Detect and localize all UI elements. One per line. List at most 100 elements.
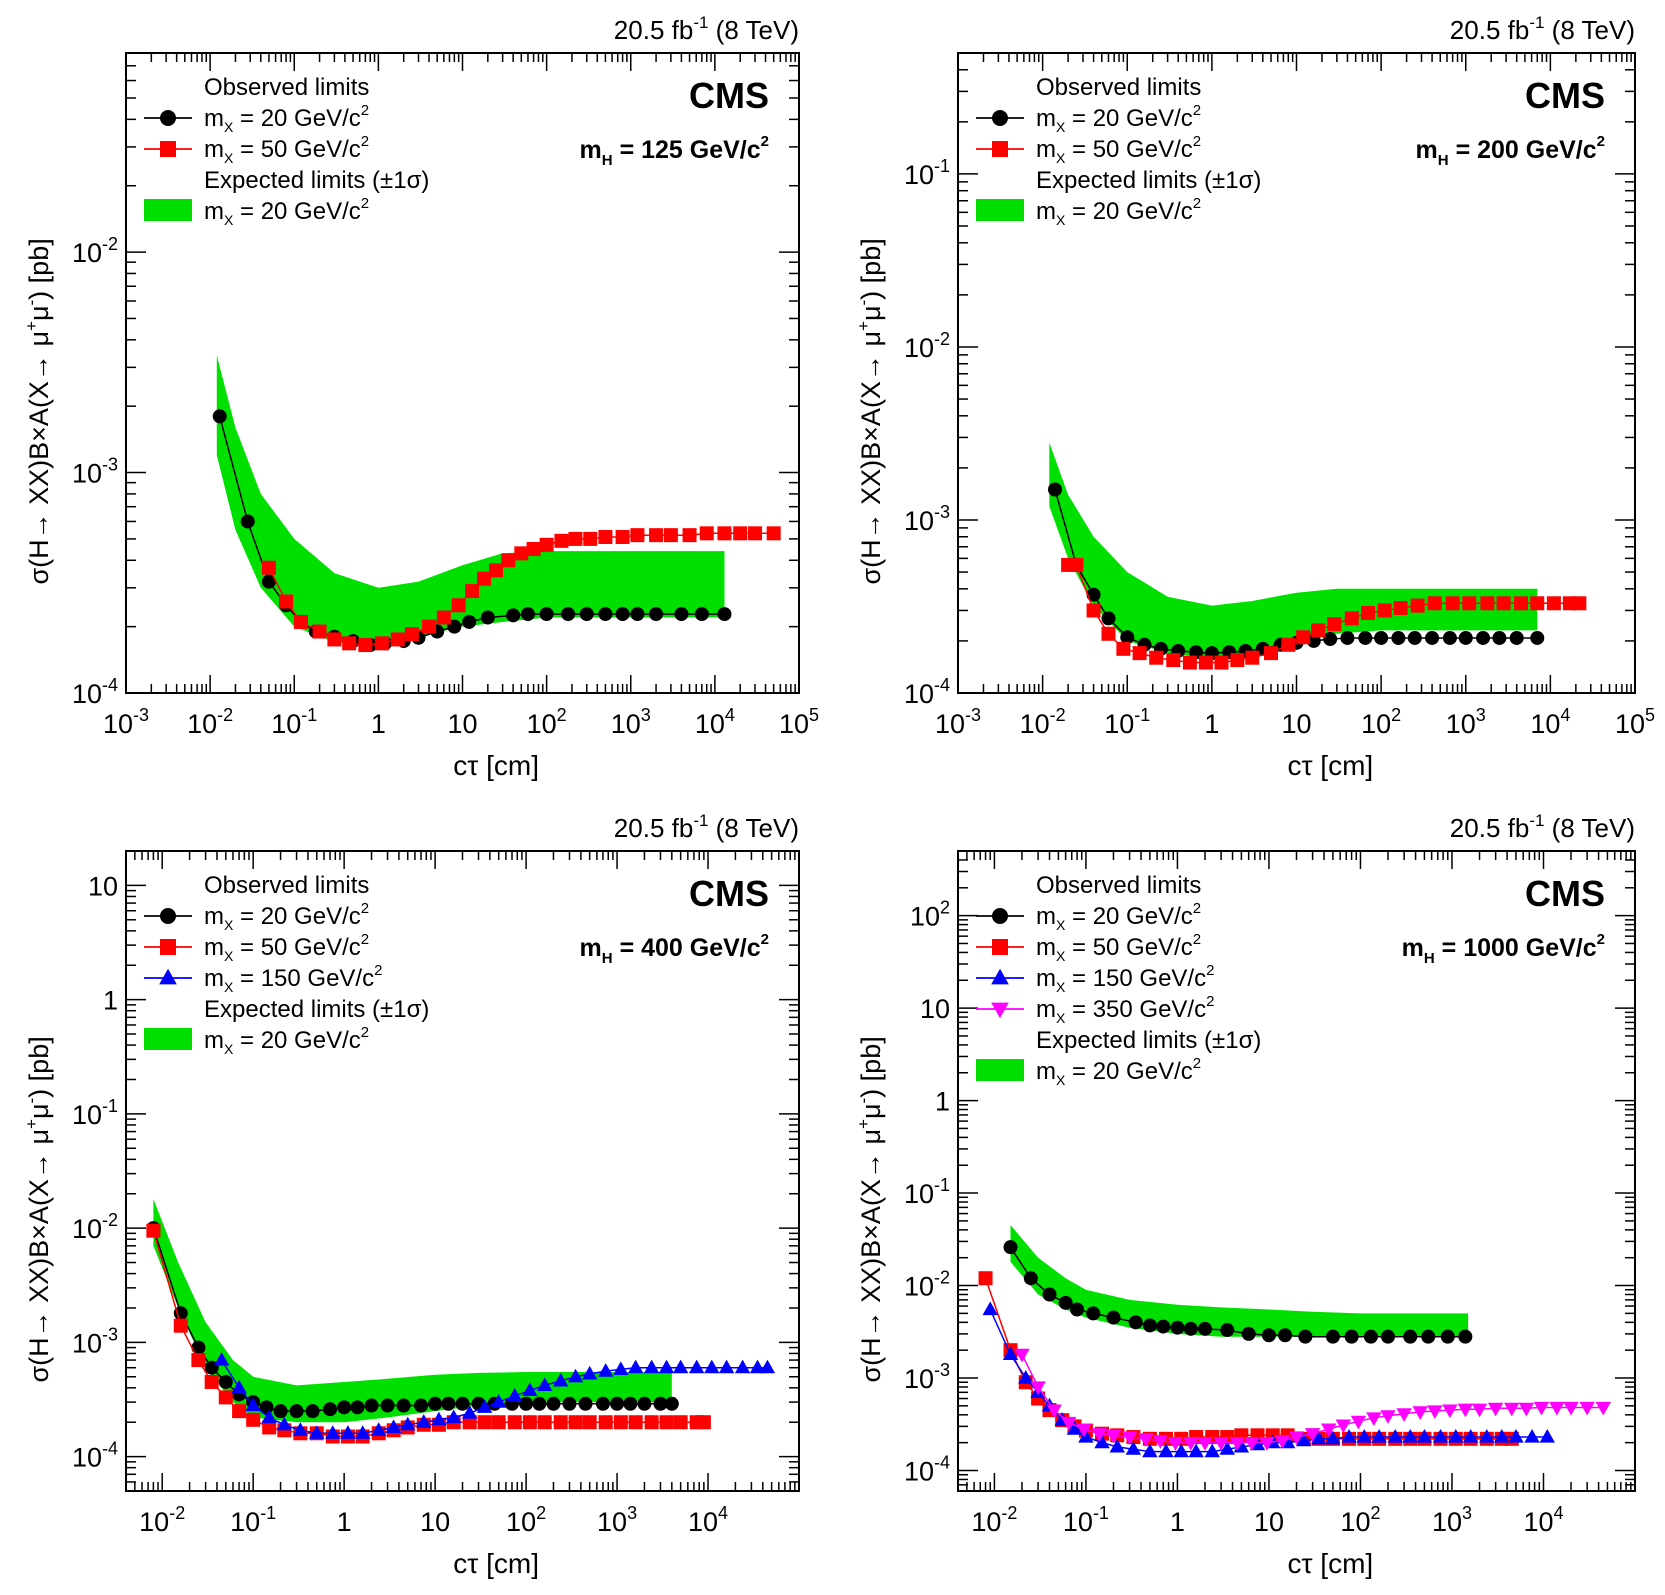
data-point <box>537 1415 552 1430</box>
data-point <box>1350 1415 1367 1430</box>
x-tick-label: 104 <box>688 1503 728 1537</box>
data-point <box>462 1405 478 1419</box>
data-point <box>476 571 491 586</box>
data-point <box>526 541 541 556</box>
data-point <box>1321 1423 1337 1438</box>
data-point <box>546 1396 561 1411</box>
data-point <box>1047 482 1062 497</box>
data-point <box>390 632 405 647</box>
data-point <box>358 638 373 653</box>
data-point <box>717 526 732 541</box>
series-1 <box>1061 557 1587 670</box>
x-tick-label: 10 <box>447 709 477 739</box>
data-point <box>1363 1329 1378 1344</box>
legend-observed-header: Observed limits <box>204 872 369 899</box>
data-point <box>374 636 389 651</box>
data-point <box>451 598 466 613</box>
data-point <box>337 1400 352 1415</box>
data-point <box>562 1396 577 1411</box>
data-point <box>491 1394 507 1408</box>
legend-entry: mX = 150 GeV/c2 <box>976 962 1214 995</box>
data-point <box>1002 1346 1019 1361</box>
data-point <box>1440 1329 1455 1344</box>
data-point <box>766 526 781 541</box>
y-axis-label: σ(H→ XX)B×A(X→ μ+μ-) [pb] <box>854 1036 886 1382</box>
data-point <box>1504 1402 1520 1417</box>
legend-text: mX = 20 GeV/c2 <box>1036 195 1201 228</box>
y-tick-label: 1 <box>935 1087 950 1117</box>
data-point <box>1220 1323 1235 1338</box>
data-point <box>1219 1441 1235 1455</box>
data-point <box>416 1414 432 1428</box>
data-point <box>146 1223 161 1238</box>
y-tick-label: 10-1 <box>904 1175 950 1209</box>
data-point <box>1427 1405 1443 1420</box>
data-point <box>173 1306 188 1321</box>
data-point <box>1086 603 1101 618</box>
data-point <box>325 1425 341 1439</box>
data-point <box>1325 1430 1341 1445</box>
data-point <box>191 1340 206 1355</box>
data-point <box>1514 596 1529 611</box>
data-point <box>1572 596 1587 611</box>
data-point <box>598 530 613 545</box>
legend-entry: mX = 50 GeV/c2 <box>144 931 369 964</box>
data-point <box>1204 1443 1220 1458</box>
x-tick-label: 1 <box>371 709 386 739</box>
legend-text: mX = 50 GeV/c2 <box>1036 133 1201 166</box>
data-point <box>1288 1431 1305 1446</box>
data-point <box>615 607 630 622</box>
x-tick-label: 10-2 <box>187 705 233 739</box>
data-point <box>733 526 748 541</box>
luminosity-label: 20.5 fb-1 (8 TeV) <box>1450 13 1635 45</box>
data-point <box>1296 630 1311 645</box>
data-point <box>1358 630 1373 645</box>
data-point <box>1458 630 1473 645</box>
data-point <box>218 1390 233 1405</box>
data-point <box>488 563 503 578</box>
data-point <box>522 1382 538 1396</box>
data-point <box>1391 630 1406 645</box>
data-point <box>1524 1428 1540 1443</box>
legend-expected-header: Expected limits (±1σ) <box>204 996 429 1023</box>
data-point <box>1101 626 1116 641</box>
x-tick-label: 1 <box>337 1507 352 1537</box>
data-point <box>561 607 576 622</box>
data-point <box>1462 1428 1479 1443</box>
data-point <box>1128 1315 1143 1330</box>
data-point <box>1371 1428 1387 1443</box>
legend-marker <box>992 110 1008 126</box>
x-tick-label: 10 <box>1254 1507 1284 1537</box>
data-point <box>749 1359 766 1374</box>
data-point <box>1166 653 1181 668</box>
data-point <box>218 1374 233 1389</box>
data-point <box>704 1359 720 1374</box>
data-point <box>682 528 697 543</box>
data-point <box>1230 653 1245 668</box>
data-point <box>1427 596 1442 611</box>
data-point <box>1416 1428 1433 1443</box>
x-tick-label: 103 <box>1432 1503 1472 1537</box>
data-point <box>1442 1404 1458 1419</box>
data-point <box>1533 1401 1550 1416</box>
data-point <box>658 1359 675 1374</box>
data-point <box>1091 1428 1108 1442</box>
legend-text: mX = 20 GeV/c2 <box>204 900 369 933</box>
y-axis-label: σ(H→ XX)B×A(X→ μ+μ-) [pb] <box>22 1036 54 1382</box>
data-point <box>1046 1404 1062 1419</box>
data-point <box>1377 603 1392 618</box>
x-tick-label: 102 <box>506 1503 546 1537</box>
legend-marker <box>160 939 176 955</box>
data-point <box>1281 637 1296 652</box>
data-point <box>1412 1406 1428 1420</box>
x-tick-label: 105 <box>779 705 819 739</box>
data-point <box>245 1397 261 1412</box>
data-point <box>1432 1428 1449 1443</box>
data-point <box>1158 1443 1174 1458</box>
data-point <box>598 1415 613 1430</box>
y-tick-label: 10-1 <box>904 156 950 190</box>
y-axis-label: σ(H→ XX)B×A(X→ μ+μ-) [pb] <box>854 238 886 584</box>
data-point <box>465 584 480 599</box>
data-point <box>1278 1328 1293 1343</box>
